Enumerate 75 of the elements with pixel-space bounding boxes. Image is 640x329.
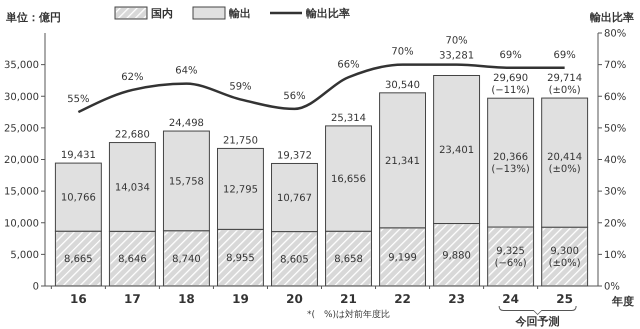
- data-label: 64%: [175, 66, 198, 77]
- x-tick-label: 18: [178, 292, 195, 306]
- total-label: 30,540: [385, 80, 420, 91]
- data-label: 8,740: [172, 254, 201, 265]
- y-tick-label: 10,000: [4, 218, 39, 230]
- total-label: 19,431: [60, 150, 96, 162]
- y-tick-label: 20,000: [4, 155, 39, 166]
- text: 今回予測: [514, 315, 560, 328]
- y2-tick-label: 40%: [604, 155, 626, 166]
- y2-tick-label: 80%: [604, 28, 626, 40]
- x-tick-label: 17: [124, 292, 141, 306]
- y-tick-label: 25,000: [4, 123, 39, 134]
- x-tick-label: 23: [448, 292, 465, 306]
- y2-tick-label: 60%: [604, 92, 626, 103]
- data-label: 16,656: [331, 174, 366, 186]
- total-label: 22,680: [114, 130, 150, 141]
- data-label: 9,880: [442, 250, 471, 262]
- data-label: 10,766: [60, 192, 96, 204]
- data-label: 56%: [283, 90, 306, 102]
- legend-label: 輸出: [228, 7, 251, 20]
- y2-tick-label: 30%: [604, 186, 626, 198]
- total-label: 29,714 (±0%): [547, 73, 582, 96]
- y2-tick-label: 20%: [604, 218, 626, 230]
- x-tick-label: 20: [286, 292, 303, 306]
- data-label: 59%: [229, 81, 252, 92]
- total-label: 21,750: [222, 135, 258, 146]
- total-label: 29,690 (−11%): [491, 73, 530, 96]
- data-label: 8,646: [118, 254, 147, 266]
- x-axis-title: 年度: [611, 295, 634, 308]
- x-tick-label: 22: [394, 292, 411, 306]
- data-label: 9,300 (±0%): [548, 246, 581, 270]
- x-tick-label: 24: [502, 292, 519, 306]
- text: *( %)は対前年度比: [306, 309, 390, 320]
- data-label: 12,795: [222, 184, 258, 196]
- y-axis-title: 単位：億円: [5, 11, 61, 24]
- total-label: 33,281: [439, 50, 474, 62]
- data-label: 66%: [337, 59, 360, 70]
- data-label: 8,955: [226, 253, 255, 264]
- total-label: 19,372: [276, 150, 312, 162]
- x-tick-label: 25: [556, 292, 573, 306]
- data-label: 8,658: [334, 254, 363, 266]
- data-label: 8,665: [64, 254, 93, 266]
- data-label: 20,366 (−13%): [491, 152, 530, 176]
- legend-label: 輸出比率: [305, 7, 350, 20]
- data-label: 15,758: [168, 176, 204, 188]
- data-label: 14,034: [114, 182, 150, 194]
- y2-tick-label: 50%: [604, 123, 626, 134]
- data-label: 69%: [499, 50, 522, 61]
- x-tick-label: 19: [232, 292, 249, 306]
- legend-label: 国内: [151, 7, 173, 20]
- total-label: 24,498: [168, 118, 204, 130]
- y-tick-label: 0: [32, 282, 39, 292]
- data-label: 69%: [554, 50, 576, 61]
- data-label: 70%: [445, 36, 468, 47]
- data-label: 20,414 (±0%): [547, 152, 582, 176]
- x-tick-label: 21: [340, 292, 357, 306]
- data-label: 10,767: [276, 193, 312, 204]
- data-label: 8,605: [280, 254, 309, 266]
- y2-axis-title: 輸出比率: [589, 11, 634, 24]
- data-label: 70%: [391, 46, 414, 58]
- total-label: 25,314: [331, 112, 366, 124]
- y-tick-label: 15,000: [4, 186, 39, 198]
- y2-tick-label: 70%: [604, 60, 626, 72]
- data-label: 62%: [121, 72, 144, 83]
- x-tick-label: 16: [70, 292, 87, 306]
- data-label: 9,199: [388, 252, 417, 264]
- y-tick-label: 35,000: [4, 60, 39, 72]
- data-label: 21,341: [385, 156, 420, 167]
- y-tick-label: 5,000: [10, 250, 39, 261]
- data-label: 23,401: [439, 145, 474, 156]
- y-tick-label: 30,000: [4, 92, 39, 103]
- data-label: 55%: [67, 94, 90, 106]
- y2-tick-label: 10%: [604, 250, 626, 261]
- data-label: 9,325 (−6%): [494, 246, 527, 270]
- y2-tick-label: 0%: [604, 282, 620, 292]
